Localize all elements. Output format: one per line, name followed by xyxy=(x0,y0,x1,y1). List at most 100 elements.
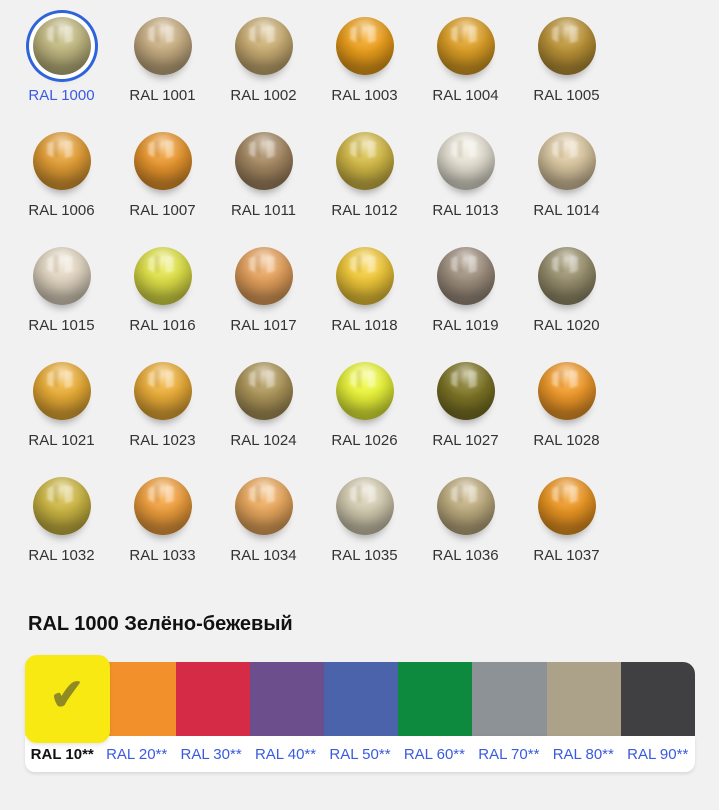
ral-grid-item[interactable]: RAL 1004 xyxy=(415,0,516,115)
ral-category-swatch-row: ✔ xyxy=(25,655,695,743)
ral-grid-item[interactable]: RAL 1019 xyxy=(415,230,516,345)
ral-category-link[interactable]: RAL 50** xyxy=(329,745,391,763)
ral-grid-item-label: RAL 1015 xyxy=(28,317,95,334)
ral-grid-item-label: RAL 1037 xyxy=(533,547,600,564)
ral-grid-item-label: RAL 1007 xyxy=(129,202,196,219)
ral-color-sphere xyxy=(133,132,192,190)
ral-grid-item[interactable]: RAL 1015 xyxy=(11,230,112,345)
ral-grid-item-label: RAL 1019 xyxy=(432,317,499,334)
ral-color-sphere xyxy=(436,477,495,535)
ral-color-sphere xyxy=(537,17,596,75)
selected-color-title: RAL 1000 Зелёно-бежевый xyxy=(28,613,293,635)
ral-grid-item[interactable]: RAL 1035 xyxy=(314,460,415,575)
ral-grid-item-label: RAL 1016 xyxy=(129,317,196,334)
ral-grid-item[interactable]: RAL 1013 xyxy=(415,115,516,230)
ral-category-swatch[interactable] xyxy=(620,662,695,736)
ral-grid-item[interactable]: RAL 1003 xyxy=(314,0,415,115)
ral-grid-item-label: RAL 1003 xyxy=(331,87,398,104)
ral-color-sphere xyxy=(234,477,293,535)
ral-color-sphere xyxy=(32,17,91,75)
ral-category-link[interactable]: RAL 80** xyxy=(552,745,614,763)
ral-grid-item-label: RAL 1014 xyxy=(533,202,600,219)
ral-grid-item-label: RAL 1001 xyxy=(129,87,196,104)
ral-category-swatch[interactable] xyxy=(472,662,547,736)
ral-color-sphere xyxy=(234,132,293,190)
ral-grid-item[interactable]: RAL 1027 xyxy=(415,345,516,460)
ral-grid-item[interactable]: RAL 1005 xyxy=(516,0,617,115)
ral-color-sphere xyxy=(133,17,192,75)
ral-grid-item[interactable]: RAL 1036 xyxy=(415,460,516,575)
ral-color-sphere xyxy=(133,362,192,420)
ral-color-sphere xyxy=(335,132,394,190)
ral-category-link[interactable]: RAL 20** xyxy=(106,745,168,763)
ral-grid-item[interactable]: RAL 1023 xyxy=(112,345,213,460)
ral-grid-item-label: RAL 1034 xyxy=(230,547,297,564)
ral-grid-item-label: RAL 1026 xyxy=(331,432,398,449)
ral-color-sphere xyxy=(335,17,394,75)
ral-grid-item[interactable]: RAL 1032 xyxy=(11,460,112,575)
ral-sphere-grid: RAL 1000 RAL 1001 RAL 1002 RAL 1003 RAL … xyxy=(11,0,719,575)
ral-category-swatch[interactable] xyxy=(249,662,325,736)
ral-category-swatch[interactable] xyxy=(546,662,621,736)
ral-grid-item[interactable]: RAL 1002 xyxy=(213,0,314,115)
ral-category-bar: ✔ RAL 10** RAL 20** RAL 30** RAL 40** RAL 50… xyxy=(25,655,695,772)
ral-color-sphere xyxy=(436,247,495,305)
ral-color-sphere xyxy=(537,362,596,420)
ral-grid-item[interactable]: RAL 1011 xyxy=(213,115,314,230)
ral-grid-item[interactable]: RAL 1006 xyxy=(11,115,112,230)
ral-grid-item-label: RAL 1011 xyxy=(230,202,297,219)
ral-grid-item[interactable]: RAL 1021 xyxy=(11,345,112,460)
ral-category-swatch[interactable] xyxy=(175,662,250,736)
ral-grid-item[interactable]: RAL 1018 xyxy=(314,230,415,345)
ral-category-link[interactable]: RAL 70** xyxy=(478,745,540,763)
ral-category-swatch[interactable]: ✔ xyxy=(25,655,110,743)
ral-grid-item[interactable]: RAL 1024 xyxy=(213,345,314,460)
ral-grid-item[interactable]: RAL 1026 xyxy=(314,345,415,460)
ral-color-sphere xyxy=(32,132,91,190)
ral-color-sphere xyxy=(335,477,394,535)
check-icon: ✔ xyxy=(47,669,87,720)
ral-category-link[interactable]: RAL 60** xyxy=(403,745,465,763)
ral-grid-item[interactable]: RAL 1037 xyxy=(516,460,617,575)
ral-color-sphere xyxy=(335,247,394,305)
ral-color-sphere xyxy=(32,477,91,535)
ral-grid-item[interactable]: RAL 1012 xyxy=(314,115,415,230)
ral-grid-item[interactable]: RAL 1014 xyxy=(516,115,617,230)
ral-category-link[interactable]: RAL 30** xyxy=(180,745,242,763)
ral-grid-item-label: RAL 1024 xyxy=(230,432,297,449)
ral-grid-item-label: RAL 1023 xyxy=(129,432,196,449)
ral-grid-item[interactable]: RAL 1016 xyxy=(112,230,213,345)
ral-palette-page: RAL 1000 RAL 1001 RAL 1002 RAL 1003 RAL … xyxy=(0,0,719,772)
ral-grid-item-label: RAL 1006 xyxy=(28,202,95,219)
ral-color-sphere xyxy=(234,362,293,420)
ral-color-sphere xyxy=(436,132,495,190)
ral-grid-item[interactable]: RAL 1007 xyxy=(112,115,213,230)
ral-grid-item[interactable]: RAL 1020 xyxy=(516,230,617,345)
ral-grid-item[interactable]: RAL 1017 xyxy=(213,230,314,345)
ral-color-sphere xyxy=(537,132,596,190)
ral-grid-item-label: RAL 1012 xyxy=(331,202,398,219)
ral-color-sphere xyxy=(436,362,495,420)
ral-category-link[interactable]: RAL 40** xyxy=(254,745,317,763)
ral-grid-item-label: RAL 1020 xyxy=(533,317,600,334)
ral-grid-item[interactable]: RAL 1034 xyxy=(213,460,314,575)
ral-category-link[interactable]: RAL 90** xyxy=(627,745,689,763)
ral-category-swatch[interactable] xyxy=(324,662,399,736)
ral-color-sphere xyxy=(436,17,495,75)
ral-grid-item-label: RAL 1028 xyxy=(533,432,600,449)
ral-grid-item-label: RAL 1035 xyxy=(331,547,398,564)
ral-color-sphere xyxy=(32,247,91,305)
ral-grid-item[interactable]: RAL 1000 xyxy=(11,0,112,115)
ral-grid-item-label: RAL 1032 xyxy=(28,547,95,564)
ral-category-link[interactable]: RAL 10** xyxy=(30,745,94,763)
ral-category-swatch[interactable] xyxy=(398,662,473,736)
ral-grid-item[interactable]: RAL 1028 xyxy=(516,345,617,460)
ral-color-sphere xyxy=(133,247,192,305)
ral-category-swatch[interactable] xyxy=(101,662,176,736)
ral-grid-item-label: RAL 1005 xyxy=(533,87,600,104)
ral-color-sphere xyxy=(234,17,293,75)
ral-grid-item-label: RAL 1004 xyxy=(432,87,499,104)
ral-grid-item[interactable]: RAL 1033 xyxy=(112,460,213,575)
ral-grid-item[interactable]: RAL 1001 xyxy=(112,0,213,115)
ral-grid-item-label: RAL 1021 xyxy=(28,432,95,449)
